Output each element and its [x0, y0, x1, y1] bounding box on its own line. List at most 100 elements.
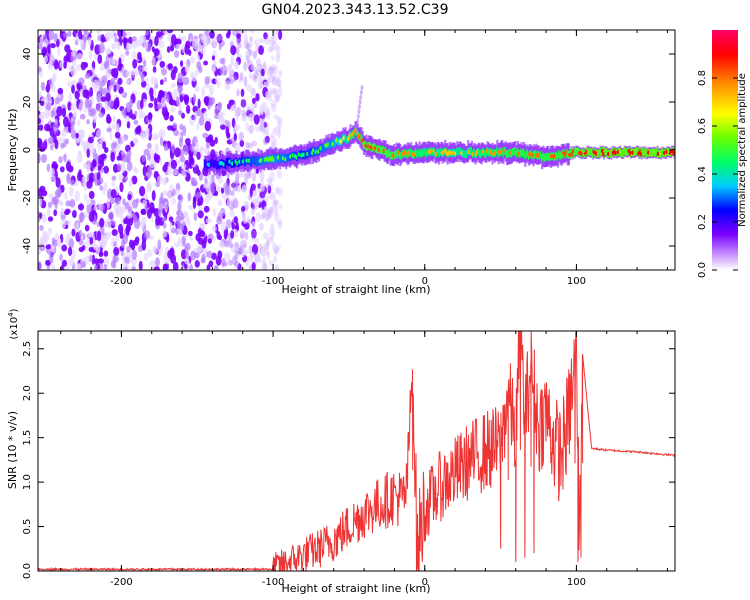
noise-blob [202, 132, 209, 139]
noise-blob [105, 231, 112, 240]
noise-blob [110, 30, 115, 40]
noise-blob [126, 150, 132, 158]
ridge-core [609, 149, 612, 157]
noise-blob [259, 109, 264, 116]
y-tick-label: 40 [22, 48, 33, 61]
noise-blob [56, 187, 62, 198]
noise-blob [194, 85, 200, 92]
noise-blob [265, 135, 270, 144]
ridge-core [400, 152, 403, 160]
colorbar-tick-label: 0.2 [697, 214, 708, 230]
noise-blob [244, 172, 248, 184]
noise-blob [237, 186, 241, 193]
ridge-core [544, 153, 547, 162]
noise-blob [142, 165, 147, 177]
noise-blob [159, 158, 163, 166]
ridge-core [423, 148, 426, 156]
noise-blob [208, 260, 214, 268]
noise-blob [229, 190, 235, 197]
noise-blob [197, 200, 202, 207]
noise-blob [60, 142, 65, 149]
ridge-core [618, 147, 621, 155]
noise-blob [221, 57, 226, 65]
noise-blob [87, 136, 94, 144]
noise-blob [105, 92, 111, 102]
noise-blob [68, 258, 75, 267]
noise-blob [248, 113, 254, 122]
ridge-spike [359, 94, 363, 100]
ridge-core [548, 153, 551, 161]
noise-blob [233, 75, 237, 82]
ridge-core [507, 149, 510, 158]
noise-blob [113, 84, 117, 93]
noise-blob [80, 137, 84, 146]
noise-blob [243, 34, 248, 41]
noise-blob [255, 255, 259, 263]
noise-blob [184, 250, 190, 259]
noise-blob [48, 136, 54, 145]
noise-blob [266, 106, 270, 115]
ridge-core [310, 146, 313, 155]
noise-blob [233, 132, 237, 142]
noise-blob [93, 166, 98, 172]
noise-blob [241, 205, 246, 212]
noise-blob [115, 208, 121, 216]
noise-blob [166, 165, 171, 173]
noise-blob [166, 190, 172, 198]
ridge-core [372, 143, 375, 152]
noise-blob [197, 98, 201, 109]
ridge-core [353, 130, 356, 139]
noise-blob [82, 89, 89, 98]
noise-blob [252, 50, 258, 60]
noise-blob [195, 191, 202, 199]
noise-blob [240, 239, 247, 246]
noise-blob [111, 229, 118, 236]
ridge-core [658, 149, 661, 157]
ridge-core [462, 149, 465, 157]
noise-blob [196, 108, 201, 117]
noise-blob [68, 186, 74, 197]
noise-blob [172, 169, 179, 176]
ridge-core [337, 137, 340, 145]
ridge-core [415, 148, 418, 156]
noise-blob [84, 224, 90, 232]
noise-blob [158, 40, 165, 49]
noise-blob [143, 60, 147, 67]
noise-blob [131, 249, 138, 260]
noise-blob [47, 206, 51, 217]
noise-blob [157, 131, 163, 138]
noise-blob [88, 172, 95, 183]
noise-blob [146, 208, 152, 219]
noise-blob [218, 42, 222, 51]
noise-blob [171, 197, 176, 205]
noise-blob [259, 222, 264, 231]
noise-blob [61, 129, 67, 138]
noise-blob [168, 216, 174, 222]
ridge-core [276, 156, 279, 164]
noise-blob [175, 38, 182, 45]
ridge-core [487, 148, 490, 157]
noise-blob [250, 63, 255, 71]
noise-blob [190, 143, 195, 153]
noise-blob [266, 251, 271, 260]
noise-blob [127, 36, 133, 45]
noise-blob [198, 66, 203, 73]
colorbar-bar [712, 30, 738, 270]
ridge-spike [358, 99, 362, 105]
noise-blob [239, 108, 243, 116]
noise-blob [270, 63, 277, 71]
noise-blob [201, 87, 206, 98]
noise-blob [252, 51, 258, 58]
noise-blob [156, 103, 163, 110]
noise-blob [86, 203, 93, 214]
ridge-core [480, 149, 483, 158]
noise-blob [251, 206, 255, 215]
noise-blob [63, 61, 67, 69]
noise-blob [267, 185, 272, 194]
noise-blob [208, 84, 214, 96]
ridge-core [252, 155, 255, 164]
ridge-spike [355, 123, 359, 129]
ridge-core [560, 151, 563, 159]
ridge-core [421, 149, 424, 158]
noise-blob [70, 122, 74, 131]
